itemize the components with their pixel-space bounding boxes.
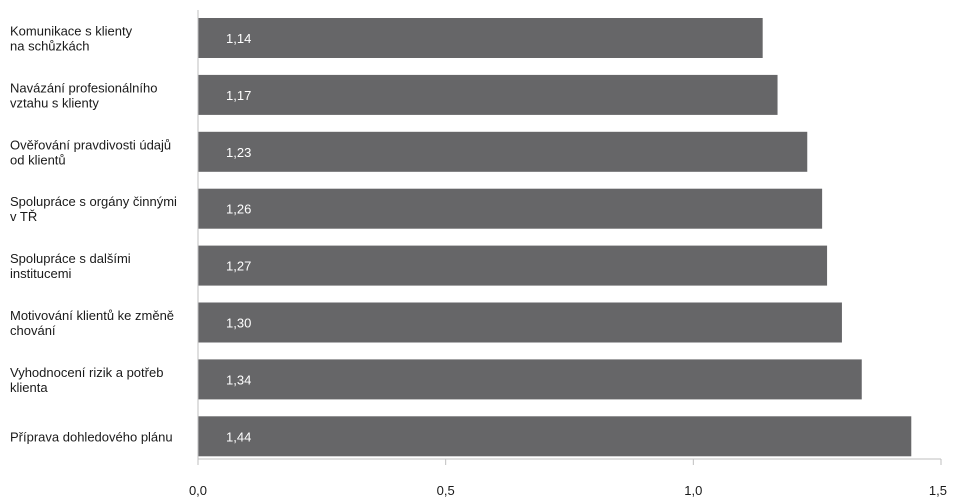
category-label: Motivování klientů ke změně chování — [10, 308, 174, 338]
category-label: Spolupráce s orgány činnými v TŘ — [10, 194, 177, 224]
bars-group: 1,14 1,17 1,23 1,26 1,27 1,30 1,34 1,44 — [198, 18, 912, 457]
category-label-line: Vyhodnocení rizik a potřeb — [10, 365, 163, 380]
bar-value-label: 1,34 — [226, 372, 251, 387]
bar — [198, 74, 778, 115]
x-tick-label: 1,0 — [684, 483, 702, 498]
category-label-line: Motivování klientů ke změně — [10, 308, 174, 323]
bar-value-label: 1,23 — [226, 145, 251, 160]
category-label-line: Spolupráce s dalšími — [10, 251, 131, 266]
category-label-line: Ověřování pravdivosti údajů — [10, 137, 171, 152]
category-label-line: od klientů — [10, 152, 66, 167]
category-label: Komunikace s klienty na schůzkách — [10, 24, 133, 54]
category-label-line: klienta — [10, 380, 48, 395]
category-label-line: Komunikace s klienty — [10, 24, 133, 39]
category-label: Spolupráce s dalšími institucemi — [10, 251, 131, 281]
x-axis: 0,0 0,5 1,0 1,5 — [189, 10, 947, 498]
category-label: Navázání profesionálního vztahu s klienty — [10, 80, 157, 110]
category-labels-group: Komunikace s klienty na schůzkách Navázání… — [10, 24, 177, 445]
category-label-line: v TŘ — [10, 209, 37, 224]
bar — [198, 416, 912, 457]
category-label: Příprava dohledového plánu — [10, 429, 173, 444]
x-tick-label: 0,5 — [437, 483, 455, 498]
bar-value-label: 1,26 — [226, 202, 251, 217]
category-label-line: vztahu s klienty — [10, 95, 99, 110]
category-label-line: institucemi — [10, 266, 72, 281]
category-label-line: na schůzkách — [10, 39, 90, 54]
bar-value-label: 1,44 — [226, 429, 251, 444]
category-label-line: chování — [10, 323, 56, 338]
x-tick-label: 1,5 — [929, 483, 947, 498]
bar-value-label: 1,14 — [226, 31, 251, 46]
category-label-line: Příprava dohledového plánu — [10, 429, 173, 444]
bar — [198, 18, 763, 58]
bar-value-label: 1,17 — [226, 88, 251, 103]
category-label: Ověřování pravdivosti údajů od klientů — [10, 137, 171, 167]
category-label-line: Navázání profesionálního — [10, 80, 157, 95]
bar — [198, 131, 808, 172]
category-label: Vyhodnocení rizik a potřeb klienta — [10, 365, 163, 395]
bar — [198, 245, 828, 286]
bar — [198, 188, 823, 229]
bar-value-label: 1,27 — [226, 259, 251, 274]
bar — [198, 302, 842, 343]
bar — [198, 359, 862, 400]
x-tick-label: 0,0 — [189, 483, 207, 498]
bar-value-label: 1,30 — [226, 316, 251, 331]
category-label-line: Spolupráce s orgány činnými — [10, 194, 177, 209]
